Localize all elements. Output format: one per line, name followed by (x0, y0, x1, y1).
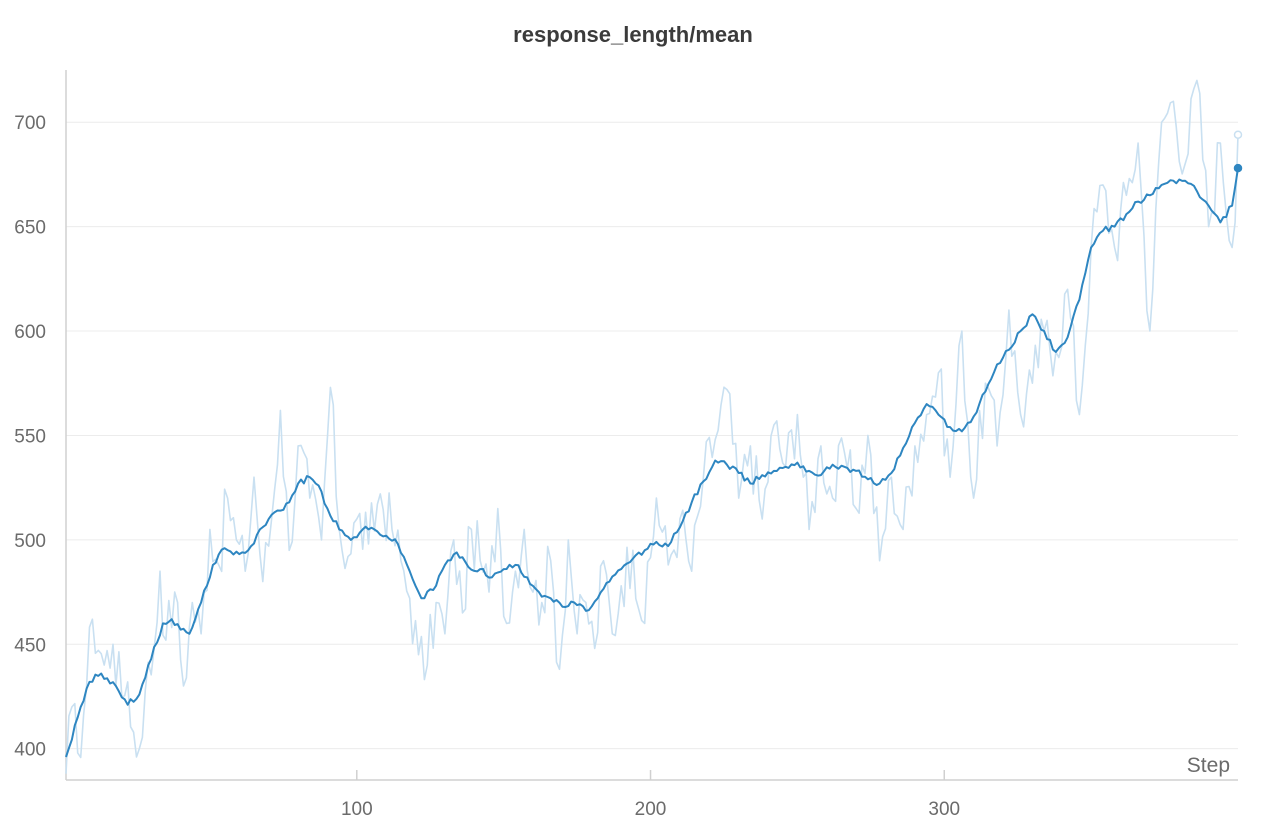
y-tick-labels: 400 450 500 550 600 650 700 (14, 113, 46, 760)
y-tick-label-650: 650 (14, 218, 46, 239)
series-end-marker-raw (1233, 130, 1243, 139)
x-tick-label-300: 300 (928, 799, 960, 820)
y-tick-label-450: 450 (14, 635, 46, 656)
grid-lines (66, 121, 1238, 750)
y-tick-label-550: 550 (14, 426, 46, 447)
x-axis-title: Step (1187, 754, 1230, 777)
y-tick-label-400: 400 (14, 740, 46, 761)
series-line-smoothed (65, 167, 1239, 758)
y-tick-label-700: 700 (14, 113, 46, 134)
series-lines (65, 79, 1243, 774)
x-tick-labels: 100 200 300 (341, 770, 960, 820)
series-end-marker-smoothed (1233, 163, 1243, 173)
x-tick-label-100: 100 (341, 799, 373, 820)
axes (65, 70, 1238, 781)
chart-title: response_length/mean (513, 22, 753, 47)
series-line-raw (65, 79, 1239, 774)
y-tick-label-600: 600 (14, 322, 46, 343)
x-tick-label-200: 200 (635, 799, 667, 820)
y-tick-label-500: 500 (14, 531, 46, 552)
